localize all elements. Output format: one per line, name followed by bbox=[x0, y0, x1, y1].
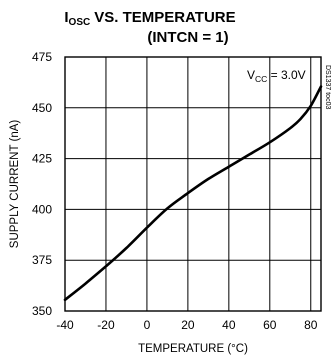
y-tick-labels: 350 375 400 425 450 475 bbox=[32, 50, 52, 318]
x-axis-label: TEMPERATURE (°C) bbox=[138, 343, 248, 355]
grid bbox=[65, 57, 321, 311]
figure-code: DS1337 toc03 bbox=[324, 65, 331, 109]
x-tick-label: 0 bbox=[144, 318, 151, 332]
y-axis-label: SUPPLY CURRENT (nA) bbox=[9, 120, 21, 249]
title-symbol-sub: OSC bbox=[69, 17, 91, 28]
title-symbol: I bbox=[64, 9, 68, 26]
chart-subtitle: (INTCN = 1) bbox=[147, 29, 228, 46]
y-tick-label: 475 bbox=[32, 50, 52, 64]
x-tick-label: -40 bbox=[56, 318, 74, 332]
x-tick-label: 80 bbox=[304, 318, 318, 332]
y-tick-label: 400 bbox=[32, 202, 52, 216]
chart-title: IOSC VS. TEMPERATURE bbox=[64, 9, 235, 28]
series-line bbox=[63, 85, 323, 302]
y-tick-label: 350 bbox=[32, 304, 52, 318]
y-tick-label: 375 bbox=[32, 253, 52, 267]
y-tick-label: 450 bbox=[32, 101, 52, 115]
title-main: VS. TEMPERATURE bbox=[94, 9, 235, 26]
vcc-sub: CC bbox=[255, 74, 267, 84]
vcc-base: V bbox=[247, 68, 255, 82]
x-tick-label: 40 bbox=[222, 318, 236, 332]
x-tick-label: -20 bbox=[97, 318, 115, 332]
vcc-rest: = 3.0V bbox=[267, 68, 305, 82]
x-tick-label: 20 bbox=[181, 318, 195, 332]
y-tick-label: 425 bbox=[32, 152, 52, 166]
x-tick-labels: -40 -20 0 20 40 60 80 bbox=[56, 318, 317, 332]
plot-frame bbox=[64, 56, 322, 312]
x-tick-label: 60 bbox=[263, 318, 277, 332]
vcc-annotation: VCC = 3.0V bbox=[247, 68, 306, 84]
